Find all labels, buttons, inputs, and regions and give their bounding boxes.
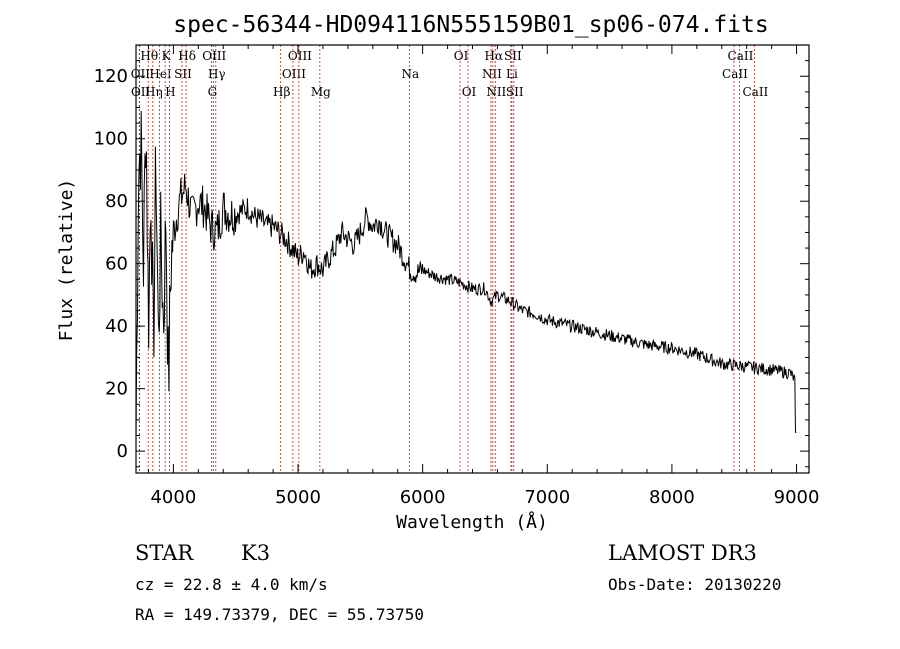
spectral-line-label: SII [174, 67, 192, 81]
spectral-line-label: Hθ [140, 49, 158, 63]
spectral-line-label: G [208, 85, 218, 99]
y-tick-label: 60 [105, 254, 128, 275]
y-tick-label: 20 [105, 379, 128, 400]
y-tick-label: 100 [94, 129, 128, 150]
spectral-line-label: OIII [202, 49, 226, 63]
spectral-line-label: Hη [145, 85, 163, 99]
chart-title: spec-56344-HD094116N555159B01_sp06-074.f… [173, 12, 768, 38]
redshift-info: cz = 22.8 ± 4.0 km/s [135, 575, 328, 594]
spectral-line-label: NII [482, 67, 502, 81]
x-tick-label: 9000 [774, 487, 820, 508]
x-tick-label: 7000 [524, 487, 570, 508]
y-axis-label: Flux (relative) [56, 179, 77, 342]
spectral-line-label: Hγ [208, 67, 226, 81]
spectral-line-label: Li [506, 67, 518, 81]
x-axis-label: Wavelength (Å) [396, 511, 548, 533]
spectral-line-label: CaII [742, 85, 768, 99]
y-tick-label: 0 [117, 441, 128, 462]
x-tick-label: 4000 [150, 487, 196, 508]
y-tick-label: 80 [105, 191, 128, 212]
spectral-line-label: OI [454, 49, 469, 63]
spectral-line-label: SII [506, 85, 524, 99]
spectral-line-label: OIII [282, 67, 306, 81]
spectral-line-label: NII [486, 85, 506, 99]
spectrum-line [135, 110, 797, 437]
spectral-line-label: OIII [288, 49, 312, 63]
spectral-line-label: HeI [149, 67, 172, 81]
spectral-line-label: Hβ [273, 85, 290, 99]
spectral-line-label: OII [131, 85, 151, 99]
plot-frame [135, 44, 810, 474]
y-tick-label: 40 [105, 316, 128, 337]
survey-name: LAMOST DR3 [608, 541, 757, 565]
spectral-line-label: OII [131, 67, 151, 81]
spectral-line-label: Mg [311, 85, 331, 99]
spectral-line-label: SII [504, 49, 522, 63]
object-class: STAR [135, 541, 194, 565]
spectral-line-label: Na [401, 67, 419, 81]
spectral-line-label: Hδ [178, 49, 196, 63]
x-tick-label: 5000 [275, 487, 321, 508]
y-tick-label: 120 [94, 66, 128, 87]
spectrum-series [135, 110, 797, 437]
spectral-line-label: H [165, 85, 175, 99]
spectral-line-label: CaII [728, 49, 754, 63]
object-subclass: K3 [241, 541, 270, 565]
x-tick-label: 6000 [400, 487, 446, 508]
coordinates: RA = 149.73379, DEC = 55.73750 [135, 605, 424, 624]
x-tick-label: 8000 [649, 487, 695, 508]
spectral-line-label: K [162, 49, 172, 63]
obs-date: Obs-Date: 20130220 [608, 575, 781, 594]
spectral-line-label: OI [462, 85, 477, 99]
spectral-line-label: CaII [722, 67, 748, 81]
spectral-line-label: Hα [485, 49, 504, 63]
axes: 4000 5000 6000 7000 8000 9000 0 20 40 60 80 100 120 [94, 44, 820, 508]
